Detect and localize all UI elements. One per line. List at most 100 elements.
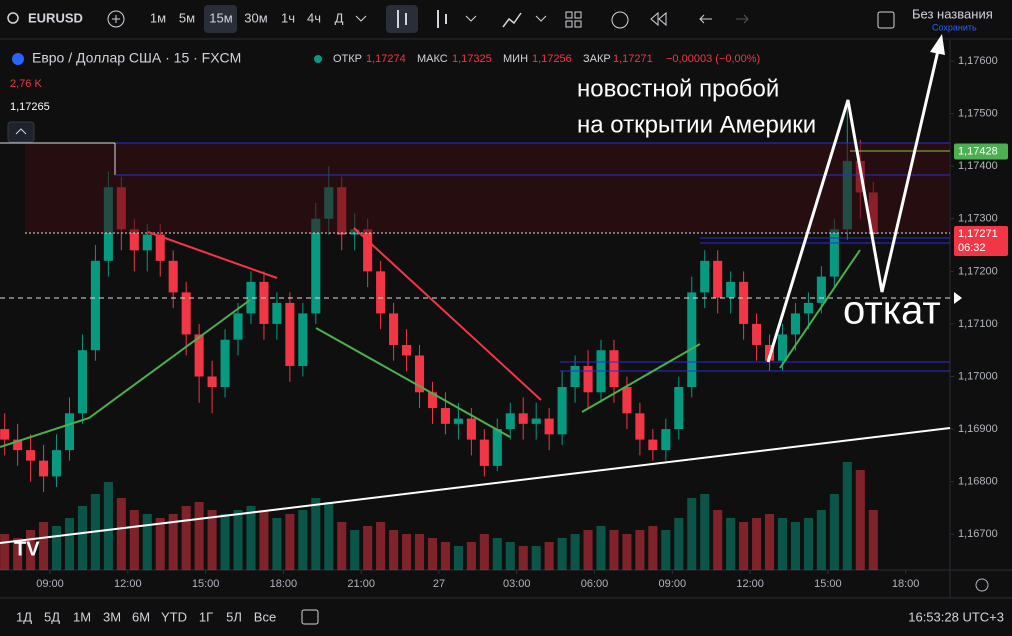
market-status xyxy=(314,55,322,63)
redo-icon[interactable] xyxy=(736,14,749,24)
symbol-icon xyxy=(12,53,24,65)
volume-bar xyxy=(700,494,710,570)
candle-body xyxy=(389,313,399,345)
save-link[interactable]: Сохранить xyxy=(932,22,977,32)
volume-bar xyxy=(389,530,399,570)
annotation: на открытии Америки xyxy=(577,111,816,138)
volume-bar xyxy=(596,526,606,570)
menu-arrows[interactable] xyxy=(465,15,547,22)
range-button[interactable]: 1Д xyxy=(16,609,32,624)
trend-line xyxy=(581,343,701,413)
range-button[interactable]: 5Л xyxy=(226,609,242,624)
add-symbol[interactable] xyxy=(107,10,125,28)
volume-bar xyxy=(51,526,62,570)
legend-name[interactable]: Евро / Доллар США · 15 · FXCM xyxy=(32,50,241,66)
volume-bar xyxy=(129,510,139,570)
volume-bar xyxy=(466,542,476,570)
candle-body xyxy=(298,313,308,366)
candle-body xyxy=(479,439,489,466)
volume-bar xyxy=(868,510,878,570)
candle-body xyxy=(713,260,723,298)
replay-icon[interactable] xyxy=(650,11,667,27)
y-tick-label: 1,17200 xyxy=(958,265,998,277)
chart-type-button[interactable] xyxy=(386,5,418,33)
bars-icon[interactable] xyxy=(437,10,447,28)
x-tick-label: 03:00 xyxy=(503,578,531,590)
legend-indicator: 1,17265 xyxy=(10,101,50,113)
interval-button[interactable]: 30м xyxy=(244,10,267,25)
interval-button[interactable]: 5м xyxy=(179,10,195,25)
candle-body xyxy=(790,313,801,335)
arrow-head xyxy=(930,34,945,55)
undo-icon[interactable] xyxy=(699,14,712,24)
volume-bar xyxy=(687,498,697,570)
trend-line xyxy=(353,227,542,401)
candle-body xyxy=(648,439,658,451)
volume-bar xyxy=(142,514,152,570)
range-button[interactable]: 1М xyxy=(73,609,91,624)
candle-body xyxy=(609,350,619,388)
volume-bar xyxy=(674,518,684,570)
interval-menu[interactable] xyxy=(355,15,367,22)
volume-bar xyxy=(739,522,749,570)
range-button[interactable]: 3М xyxy=(103,609,121,624)
add-icon xyxy=(112,15,120,23)
interval-button[interactable]: 15м xyxy=(209,10,232,25)
volume-bar xyxy=(583,530,593,570)
x-tick-label: 18:00 xyxy=(892,578,920,590)
volume-bar xyxy=(324,502,334,570)
volume-bar xyxy=(285,514,295,570)
settings-icon[interactable] xyxy=(975,578,989,592)
legend-value: 1,17256 xyxy=(532,53,572,65)
layout-icon[interactable] xyxy=(565,11,573,19)
range-button[interactable]: 1Г xyxy=(199,609,213,624)
countdown: 06:32 xyxy=(958,242,986,254)
x-tick-label: 27 xyxy=(433,578,445,590)
alert-icon[interactable] xyxy=(611,11,629,29)
interval-button[interactable]: Д xyxy=(335,10,344,25)
volume-bar xyxy=(790,522,801,570)
legend-label: МАКС xyxy=(417,53,448,65)
volume-bar xyxy=(246,506,256,570)
layout-title[interactable]: Без названия xyxy=(912,6,993,21)
volume-bar xyxy=(518,546,528,570)
search-icon[interactable] xyxy=(7,12,19,24)
candle-body xyxy=(376,271,386,314)
candle-body xyxy=(427,392,438,409)
range-button[interactable]: 6М xyxy=(132,609,150,624)
collapse-button[interactable] xyxy=(7,121,35,143)
candle-body xyxy=(752,323,762,345)
candle-body xyxy=(777,334,788,361)
symbol[interactable]: EURUSD xyxy=(28,10,83,25)
range-button[interactable]: YTD xyxy=(161,609,187,624)
x-tick-label: 15:00 xyxy=(814,578,842,590)
interval-button[interactable]: 1ч xyxy=(281,10,295,25)
candle-body xyxy=(726,281,736,298)
volume-bar xyxy=(103,482,113,570)
volume-bar xyxy=(26,530,36,570)
candle-body xyxy=(155,234,165,261)
range-button[interactable]: Все xyxy=(254,609,276,624)
date-range-icon[interactable] xyxy=(301,609,319,625)
layout-toggle[interactable] xyxy=(877,11,895,29)
legend-value: 1,17271 xyxy=(613,53,653,65)
x-tick-label: 12:00 xyxy=(736,578,764,590)
price-label: 1,17271 xyxy=(958,228,998,240)
candle-body xyxy=(129,229,139,251)
volume-bar xyxy=(259,510,269,570)
x-tick-label: 09:00 xyxy=(659,578,687,590)
candle-body xyxy=(51,450,62,477)
volume-bar xyxy=(363,526,373,570)
volume-bar xyxy=(402,534,412,570)
y-tick-label: 1,17600 xyxy=(958,55,998,67)
indicators-icon[interactable] xyxy=(502,12,522,28)
interval-button[interactable]: 1м xyxy=(150,10,166,25)
range-button[interactable]: 5Д xyxy=(44,609,60,624)
volume-bar xyxy=(544,542,554,570)
arrow-path xyxy=(766,41,942,363)
volume-bar xyxy=(77,506,87,570)
candle-body xyxy=(363,229,373,272)
y-tick-label: 1,17500 xyxy=(958,108,998,120)
x-tick-label: 06:00 xyxy=(581,578,609,590)
interval-button[interactable]: 4ч xyxy=(307,10,321,25)
